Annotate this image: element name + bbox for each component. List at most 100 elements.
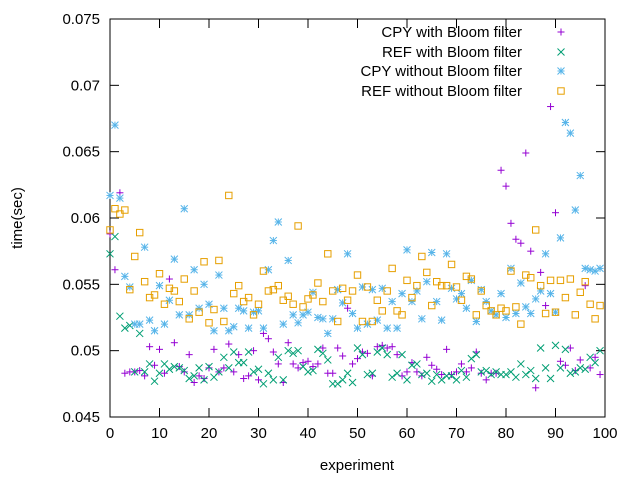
data-point-x [353, 344, 362, 352]
x-tick-label: 70 [448, 425, 465, 442]
legend-markers [557, 28, 565, 95]
data-point-star [472, 317, 481, 326]
data-point-x [417, 370, 426, 379]
data-point-x [408, 361, 416, 370]
data-point-plus [240, 375, 248, 383]
y-tick-label: 0.075 [62, 11, 100, 28]
data-point-star [422, 277, 431, 286]
data-point-square [527, 274, 535, 282]
data-point-star [150, 326, 159, 335]
data-point-square [116, 210, 124, 218]
data-point-plus [195, 372, 203, 380]
data-point-star [586, 265, 595, 274]
data-point-star [254, 307, 263, 315]
data-point-plus [146, 343, 154, 351]
data-point-x [576, 364, 585, 372]
data-point-x [195, 364, 203, 372]
data-point-square [348, 287, 357, 295]
x-tick-label: 20 [201, 425, 218, 442]
data-point-x [516, 360, 525, 368]
data-point-square [368, 317, 377, 326]
data-point-plus [255, 376, 262, 384]
data-point-star [353, 324, 362, 332]
data-point-x [185, 374, 194, 383]
data-point-square [556, 276, 565, 285]
data-point-square [235, 281, 243, 290]
x-axis-ticks: 0 10 20 30 40 50 60 70 80 90 100 [106, 19, 618, 442]
data-point-x [116, 312, 124, 321]
data-point-x [551, 341, 560, 350]
data-point-plus [596, 371, 604, 379]
data-point-plus [443, 345, 451, 353]
data-point-square [294, 222, 302, 230]
data-point-square [482, 301, 490, 310]
data-point-plus [373, 343, 381, 351]
data-point-square [180, 275, 188, 283]
data-point-square [314, 279, 322, 287]
data-point-square [536, 281, 545, 290]
data-point-x [205, 362, 213, 371]
data-point-square [284, 292, 292, 300]
data-point-x [190, 372, 199, 380]
data-point-plus [200, 375, 208, 383]
data-point-x [254, 365, 263, 374]
legend-label-cpy-without-bloom: CPY without Bloom filter [361, 63, 522, 80]
data-point-star [526, 309, 535, 318]
data-point-square [447, 260, 456, 269]
data-point-plus [502, 182, 510, 190]
data-point-x [111, 232, 119, 241]
data-point-plus [156, 345, 163, 353]
legend-marker-square [557, 87, 565, 95]
data-point-star [338, 299, 347, 307]
data-point-plus [512, 235, 520, 243]
data-point-x [398, 350, 406, 359]
data-point-plus [566, 344, 574, 352]
data-point-plus [284, 339, 292, 347]
data-point-square [586, 300, 594, 308]
data-point-star [175, 310, 184, 319]
data-point-star [581, 264, 590, 273]
data-point-square [126, 285, 134, 294]
data-point-plus [438, 371, 446, 379]
data-point-x [566, 369, 575, 378]
data-point-star [249, 308, 258, 317]
y-tick-label: 0.07 [71, 77, 100, 94]
data-point-x [175, 364, 184, 372]
data-point-square [442, 281, 451, 290]
data-point-x [333, 379, 342, 388]
data-point-x [413, 360, 421, 368]
data-point-square [437, 281, 446, 290]
data-point-plus [354, 355, 361, 363]
data-point-star [368, 285, 377, 294]
data-point-plus [250, 347, 258, 355]
data-point-star [200, 280, 208, 289]
data-point-plus [537, 268, 545, 276]
data-point-x [224, 364, 233, 372]
data-point-star [521, 303, 530, 311]
data-point-plus [175, 363, 183, 371]
data-point-square [244, 293, 253, 302]
data-point-square [220, 317, 228, 326]
data-point-x [309, 366, 317, 375]
x-tick-label: 60 [399, 425, 416, 442]
data-point-x [403, 375, 411, 384]
data-point-x [279, 375, 288, 384]
data-point-plus [527, 247, 535, 255]
data-point-x [140, 368, 149, 376]
data-point-x [492, 368, 500, 376]
data-point-star [348, 309, 357, 318]
data-point-x [135, 329, 144, 338]
data-point-star [388, 297, 397, 306]
x-tick-label: 100 [592, 425, 617, 442]
data-point-x [467, 354, 476, 363]
y-axis-label: time(sec) [9, 187, 26, 249]
x-tick-label: 0 [106, 425, 114, 442]
data-point-x [477, 368, 486, 376]
data-point-plus [314, 360, 322, 368]
data-point-star [442, 249, 451, 258]
data-point-square [363, 283, 372, 291]
x-axis-label: experiment [320, 457, 395, 474]
data-point-square [343, 296, 352, 304]
data-point-x [130, 368, 139, 376]
data-point-star [170, 255, 179, 263]
